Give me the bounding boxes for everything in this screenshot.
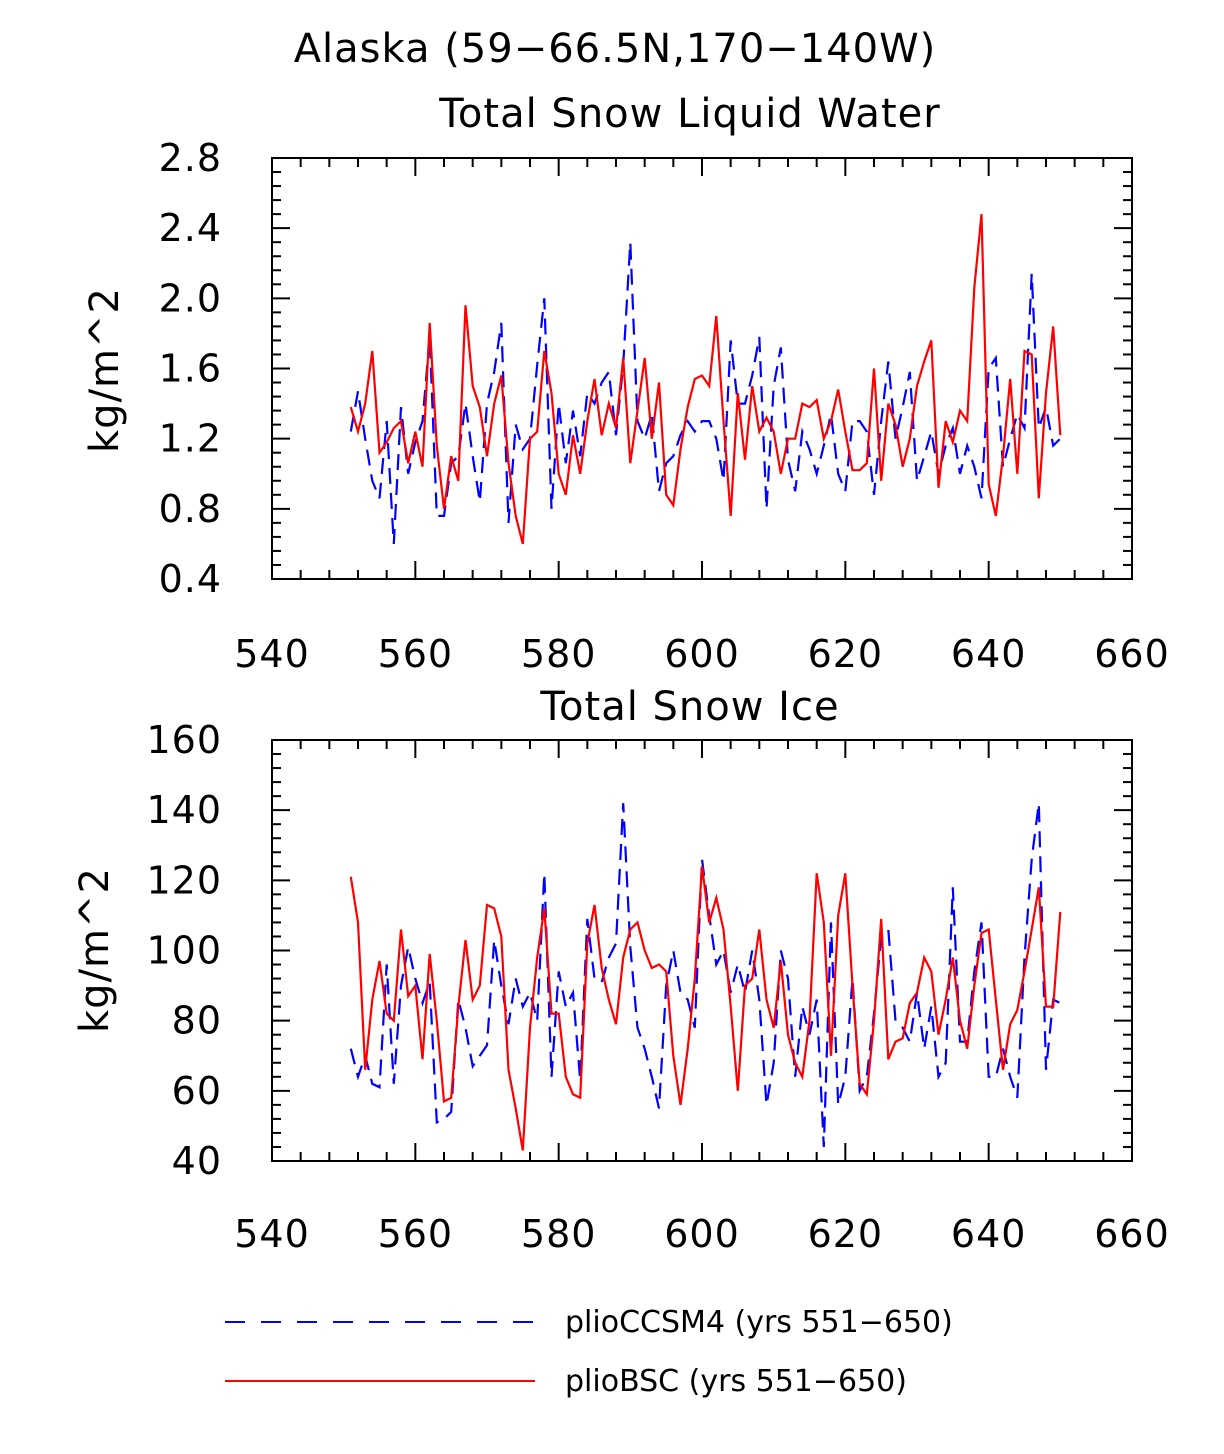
plot-frame — [271, 157, 1133, 580]
x-tick-label: 540 — [234, 1212, 310, 1256]
legend-label-plioCCSM4: plioCCSM4 (yrs 551−650) — [565, 1305, 953, 1340]
series-line-plioBSC — [349, 866, 1062, 1151]
x-tick-label: 660 — [1094, 632, 1170, 676]
chart-snow-ice: Total Snow Ice kg/m^2 540 560 580 600 620 640… — [72, 684, 1170, 1256]
series-line-plioCCSM4 — [349, 242, 1062, 544]
x-tick-label: 640 — [951, 632, 1027, 676]
y-tick-label: 140 — [146, 788, 222, 832]
x-tick-label: 660 — [1094, 1212, 1170, 1256]
x-tick-label: 540 — [234, 632, 310, 676]
x-tick-label: 620 — [808, 632, 884, 676]
y-tick-label: 1.2 — [159, 417, 222, 461]
y-tick-label: 0.8 — [159, 487, 222, 531]
chart-snow-liquid-water: Total Snow Liquid Water kg/m^2 540 560 580… — [82, 91, 1170, 676]
y-tick-label: 160 — [146, 718, 222, 762]
chart-title: Total Snow Ice — [539, 684, 839, 730]
y-tick-label: 2.4 — [159, 206, 222, 250]
y-tick-label: 2.0 — [159, 276, 222, 320]
plot-frame — [271, 739, 1133, 1162]
y-axis-label: kg/m^2 — [72, 867, 118, 1033]
x-tick-label: 580 — [521, 632, 597, 676]
x-tick-label: 600 — [664, 632, 740, 676]
y-tick-label: 0.4 — [159, 557, 222, 601]
legend-label-plioBSC: plioBSC (yrs 551−650) — [565, 1364, 907, 1399]
series-line-plioBSC — [349, 213, 1062, 545]
y-tick-label: 2.8 — [159, 136, 222, 180]
y-tick-label: 1.6 — [159, 347, 222, 391]
x-tick-label: 640 — [951, 1212, 1027, 1256]
x-tick-label: 620 — [808, 1212, 884, 1256]
chart-title: Total Snow Liquid Water — [438, 91, 940, 137]
x-tick-label: 580 — [521, 1212, 597, 1256]
x-tick-label: 560 — [378, 632, 454, 676]
y-tick-label: 80 — [172, 999, 222, 1043]
x-tick-label: 600 — [664, 1212, 740, 1256]
y-tick-label: 120 — [146, 858, 222, 902]
legend: plioCCSM4 (yrs 551−650) plioBSC (yrs 551… — [225, 1305, 953, 1399]
y-tick-label: 40 — [172, 1139, 222, 1183]
x-tick-label: 560 — [378, 1212, 454, 1256]
y-tick-label: 60 — [172, 1069, 222, 1113]
y-axis-label: kg/m^2 — [82, 287, 128, 453]
figure-title: Alaska (59−66.5N,170−140W) — [294, 26, 937, 72]
y-tick-label: 100 — [146, 929, 222, 973]
